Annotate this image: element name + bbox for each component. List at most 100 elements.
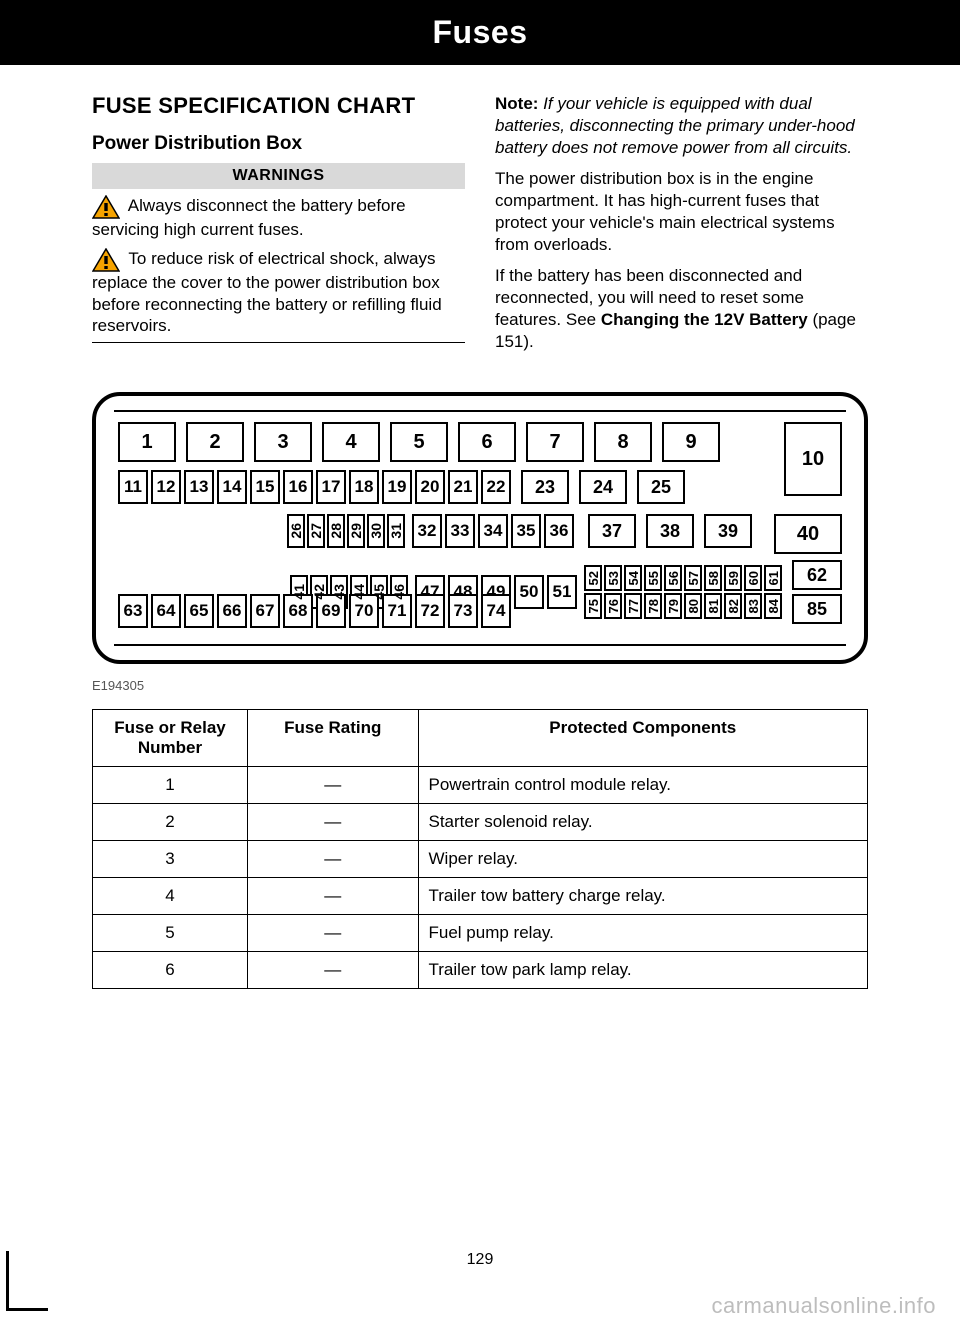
fuse-slot: 26 — [287, 514, 305, 548]
cell-components: Powertrain control module relay. — [418, 767, 868, 804]
cell-components: Trailer tow park lamp relay. — [418, 952, 868, 989]
warning-triangle-icon — [92, 195, 120, 219]
fuse-slot-stack: 6184 — [764, 565, 782, 619]
body-paragraph-1: The power distribution box is in the eng… — [495, 168, 868, 255]
cell-rating: — — [248, 878, 419, 915]
table-header: Fuse or Relay Number Fuse Rating Protect… — [93, 710, 868, 767]
fuse-slot: 37 — [588, 514, 636, 548]
table-row: 4—Trailer tow battery charge relay. — [93, 878, 868, 915]
fuse-slot: 66 — [217, 594, 247, 628]
fuse-slot: 63 — [118, 594, 148, 628]
fuse-slot: 4 — [322, 422, 380, 462]
fuse-slot-stack: 6083 — [744, 565, 762, 619]
fuse-slot: 36 — [544, 514, 574, 548]
fuse-slot: 73 — [448, 594, 478, 628]
fuse-slot: 31 — [387, 514, 405, 548]
diagram-frame: 123456789 10 111213141516171819202122 23… — [92, 392, 868, 664]
page-root: Fuses FUSE SPECIFICATION CHART Power Dis… — [0, 0, 960, 1337]
page-number: 129 — [0, 1251, 960, 1269]
fuse-slot: 27 — [307, 514, 325, 548]
fuse-slot: 80 — [684, 593, 702, 619]
p2-bold-ref: Changing the 12V Battery — [601, 310, 808, 329]
fuse-slot: 51 — [547, 575, 577, 609]
right-column: Note: If your vehicle is equipped with d… — [495, 93, 868, 362]
fuse-slot: 56 — [664, 565, 682, 591]
fuse-slot: 15 — [250, 470, 280, 504]
warning-1-text: Always disconnect the battery before ser… — [92, 196, 406, 239]
fuse-slot: 21 — [448, 470, 478, 504]
cell-components: Starter solenoid relay. — [418, 804, 868, 841]
fuse-slot: 38 — [646, 514, 694, 548]
fuse-slot: 8 — [594, 422, 652, 462]
th-components: Protected Components — [418, 710, 868, 767]
fuse-slot: 52 — [584, 565, 602, 591]
fuse-slot: 72 — [415, 594, 445, 628]
table-row: 6—Trailer tow park lamp relay. — [93, 952, 868, 989]
fuse-slot: 5 — [390, 422, 448, 462]
cell-number: 2 — [93, 804, 248, 841]
fuse-slot: 81 — [704, 593, 722, 619]
fuse-slot: 76 — [604, 593, 622, 619]
fuse-slot: 39 — [704, 514, 752, 548]
two-column-layout: FUSE SPECIFICATION CHART Power Distribut… — [92, 93, 868, 362]
fuse-slot: 9 — [662, 422, 720, 462]
fuse-slot: 22 — [481, 470, 511, 504]
figure-id-label: E194305 — [92, 678, 868, 693]
fuse-slot: 18 — [349, 470, 379, 504]
cell-number: 5 — [93, 915, 248, 952]
fuse-slot: 32 — [412, 514, 442, 548]
fuse-slot-stack: 5881 — [704, 565, 722, 619]
fuse-slot: 85 — [792, 594, 842, 624]
fuse-slot: 59 — [724, 565, 742, 591]
fuse-slot: 67 — [250, 594, 280, 628]
cell-rating: — — [248, 804, 419, 841]
fuse-slot: 17 — [316, 470, 346, 504]
fuse-slot: 57 — [684, 565, 702, 591]
fuse-slot-stack: 5679 — [664, 565, 682, 619]
fuse-slot: 55 — [644, 565, 662, 591]
cell-rating: — — [248, 952, 419, 989]
cell-components: Fuel pump relay. — [418, 915, 868, 952]
fuse-slot: 29 — [347, 514, 365, 548]
divider — [92, 342, 465, 343]
section-heading: FUSE SPECIFICATION CHART — [92, 93, 465, 119]
fuse-slot: 12 — [151, 470, 181, 504]
cell-components: Wiper relay. — [418, 841, 868, 878]
fuse-slot-stack: 5376 — [604, 565, 622, 619]
fuse-slot: 28 — [327, 514, 345, 548]
fuse-slot: 77 — [624, 593, 642, 619]
diagram-inner: 123456789 10 111213141516171819202122 23… — [114, 410, 846, 646]
warning-2-text: To reduce risk of electrical shock, alwa… — [92, 249, 442, 335]
body-paragraph-2: If the battery has been disconnected and… — [495, 265, 868, 352]
fuse-slot: 1 — [118, 422, 176, 462]
fuse-slot: 60 — [744, 565, 762, 591]
fuse-slot: 74 — [481, 594, 511, 628]
table-row: 3—Wiper relay. — [93, 841, 868, 878]
fuse-slot: 34 — [478, 514, 508, 548]
fuse-slot: 33 — [445, 514, 475, 548]
warnings-label: WARNINGS — [92, 163, 465, 189]
diagram-row-3: 262728293031 3233343536 373839 40 — [118, 514, 842, 554]
fuse-slot: 14 — [217, 470, 247, 504]
cell-number: 6 — [93, 952, 248, 989]
warning-triangle-icon — [92, 248, 120, 272]
fuse-slot: 7 — [526, 422, 584, 462]
note-text: If your vehicle is equipped with dual ba… — [495, 94, 855, 157]
fuse-slot-stack: 5982 — [724, 565, 742, 619]
cell-number: 1 — [93, 767, 248, 804]
fuse-slot: 62 — [792, 560, 842, 590]
diagram-row-2: 111213141516171819202122 232425 — [118, 470, 842, 504]
fuse-slot: 25 — [637, 470, 685, 504]
fuse-slot: 65 — [184, 594, 214, 628]
fuse-slot: 58 — [704, 565, 722, 591]
fuse-slot: 78 — [644, 593, 662, 619]
fuse-slot: 82 — [724, 593, 742, 619]
cell-rating: — — [248, 915, 419, 952]
fuse-slot: 16 — [283, 470, 313, 504]
fuse-slot: 19 — [382, 470, 412, 504]
cell-number: 3 — [93, 841, 248, 878]
fuse-slot: 23 — [521, 470, 569, 504]
fuse-slot-stack: 5578 — [644, 565, 662, 619]
fuse-slot: 84 — [764, 593, 782, 619]
fuse-slot: 13 — [184, 470, 214, 504]
